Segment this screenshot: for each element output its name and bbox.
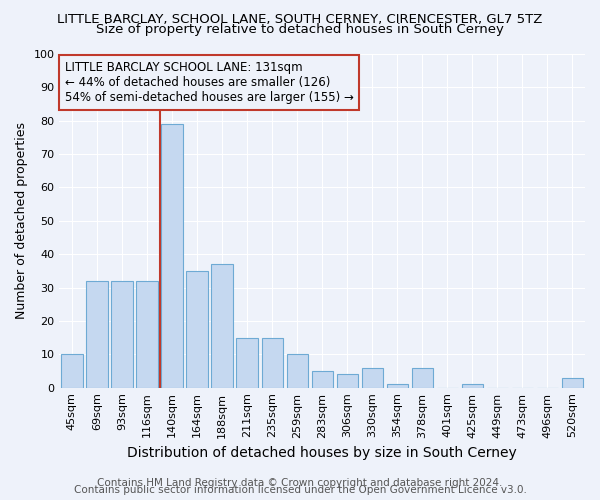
X-axis label: Distribution of detached houses by size in South Cerney: Distribution of detached houses by size … bbox=[127, 446, 517, 460]
Bar bbox=[562, 378, 583, 388]
Bar bbox=[362, 368, 383, 388]
Text: LITTLE BARCLAY SCHOOL LANE: 131sqm
← 44% of detached houses are smaller (126)
54: LITTLE BARCLAY SCHOOL LANE: 131sqm ← 44%… bbox=[65, 60, 353, 104]
Bar bbox=[462, 384, 483, 388]
Text: LITTLE BARCLAY, SCHOOL LANE, SOUTH CERNEY, CIRENCESTER, GL7 5TZ: LITTLE BARCLAY, SCHOOL LANE, SOUTH CERNE… bbox=[58, 12, 542, 26]
Bar bbox=[287, 354, 308, 388]
Bar bbox=[386, 384, 408, 388]
Bar bbox=[136, 281, 158, 388]
Text: Size of property relative to detached houses in South Cerney: Size of property relative to detached ho… bbox=[96, 22, 504, 36]
Bar bbox=[236, 338, 258, 388]
Bar bbox=[262, 338, 283, 388]
Y-axis label: Number of detached properties: Number of detached properties bbox=[15, 122, 28, 320]
Text: Contains public sector information licensed under the Open Government Licence v3: Contains public sector information licen… bbox=[74, 485, 526, 495]
Bar bbox=[86, 281, 107, 388]
Bar bbox=[211, 264, 233, 388]
Bar bbox=[112, 281, 133, 388]
Bar bbox=[311, 371, 333, 388]
Bar bbox=[412, 368, 433, 388]
Bar bbox=[161, 124, 182, 388]
Bar bbox=[337, 374, 358, 388]
Bar bbox=[187, 271, 208, 388]
Bar bbox=[61, 354, 83, 388]
Text: Contains HM Land Registry data © Crown copyright and database right 2024.: Contains HM Land Registry data © Crown c… bbox=[97, 478, 503, 488]
